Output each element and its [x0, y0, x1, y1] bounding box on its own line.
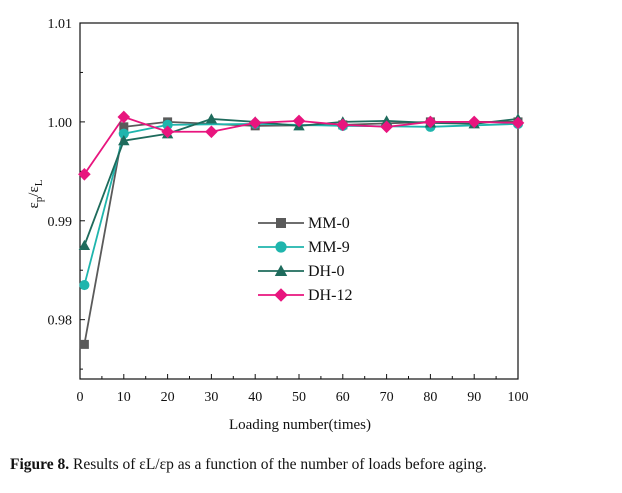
x-tick-label: 20 — [161, 390, 175, 405]
series-lines — [84, 117, 518, 344]
legend-marker-mm-0 — [276, 218, 286, 228]
x-tick-label: 10 — [117, 390, 131, 405]
x-tick-label: 90 — [467, 390, 481, 405]
figure-caption: Figure 8. Results of εL/εp as a function… — [10, 456, 615, 474]
y-tick-label: 1.00 — [48, 116, 73, 131]
x-tick-label: 100 — [508, 390, 529, 405]
x-tick-label: 0 — [77, 390, 84, 405]
y-tick-label: 0.99 — [48, 215, 73, 230]
series-line-mm-0 — [84, 122, 518, 345]
legend-marker-dh-12 — [274, 288, 288, 302]
x-tick-label: 40 — [248, 390, 262, 405]
series-line-dh-0 — [84, 119, 518, 246]
series-line-mm-9 — [84, 124, 518, 285]
data-point-mm-0 — [80, 340, 89, 349]
legend-label-mm-0: MM-0 — [308, 215, 350, 232]
x-tick-label: 50 — [292, 390, 306, 405]
y-label-sub-L: L — [33, 179, 45, 186]
data-point-dh-12 — [118, 111, 131, 124]
legend-label-dh-12: DH-12 — [308, 287, 352, 304]
data-point-mm-9 — [79, 280, 89, 290]
y-axis-ticks: 0.98 0.99 1.00 1.01 — [48, 17, 86, 369]
legend-label-dh-0: DH-0 — [308, 263, 344, 280]
y-label-slash: /ε — [26, 186, 42, 196]
x-tick-label: 30 — [204, 390, 218, 405]
x-tick-label: 80 — [423, 390, 437, 405]
x-axis-label: Loading number(times) — [229, 417, 371, 433]
line-chart: 0 10 20 30 40 50 60 70 80 90 100 0.980.991.001.01 … — [0, 0, 622, 445]
caption-text: Results of εL/εp as a function of the nu… — [69, 456, 487, 473]
caption-label: Figure 8. — [10, 456, 69, 473]
legend-marker-mm-9 — [275, 241, 286, 252]
y-axis-label: εp/εL — [26, 179, 45, 208]
data-point-dh-12 — [205, 125, 218, 138]
plot-area-frame — [80, 23, 518, 379]
series-markers — [78, 111, 524, 349]
legend: MM-0 MM-9 DH-0 DH-12 — [258, 215, 352, 304]
x-tick-label: 60 — [336, 390, 350, 405]
y-tick-label: 1.01 — [48, 17, 73, 32]
legend-label-mm-9: MM-9 — [308, 239, 350, 256]
y-tick-label: 0.98 — [48, 314, 73, 329]
x-tick-label: 70 — [380, 390, 394, 405]
